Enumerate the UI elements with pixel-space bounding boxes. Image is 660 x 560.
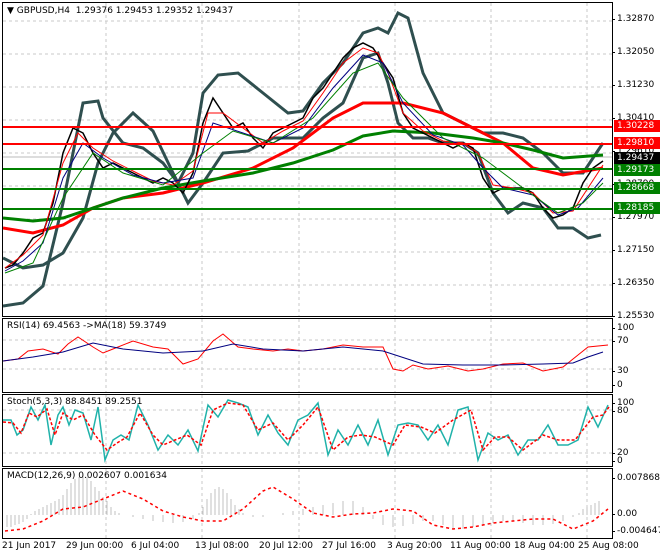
- rsi-tick: 70: [611, 336, 629, 346]
- stoch-tick: 20: [611, 448, 629, 458]
- price-tick: 1.26350: [611, 278, 655, 288]
- price-scale[interactable]: 1.32870 1.32050 1.31230 1.30410 1.29610 …: [611, 0, 660, 321]
- price-chart-canvas: [3, 3, 612, 316]
- support-label: 1.28668: [614, 182, 660, 194]
- stochastic-title: Stoch(5,3,3) 88.8451 89.2551: [7, 397, 143, 407]
- price-tick: 1.32050: [611, 47, 655, 57]
- rsi-scale: 100 70 30 0: [611, 318, 660, 393]
- time-tick: 25 Aug 08:00: [578, 541, 639, 551]
- macd-tick: 0.00: [611, 509, 638, 519]
- symbol-header: ▼ GBPUSD,H4 1.29376 1.29453 1.29352 1.29…: [7, 6, 233, 16]
- stochastic-canvas: [3, 395, 612, 466]
- price-tick: 1.30410: [611, 113, 655, 123]
- rsi-title: RSI(14) 69.4563 ->MA(18) 59.3749: [7, 321, 167, 331]
- time-tick: 20 Jul 12:00: [259, 541, 313, 551]
- symbol-name: GBPUSD,H4: [16, 6, 70, 16]
- current-price-label: 1.29437: [614, 152, 660, 164]
- close-price: 1.29437: [195, 6, 234, 16]
- macd-canvas: [4, 469, 609, 538]
- support-label: 1.29173: [614, 164, 660, 176]
- resistance-label: 1.29810: [614, 137, 660, 149]
- menu-triangle-icon[interactable]: ▼: [7, 6, 14, 16]
- open-price: 1.29376: [75, 6, 113, 16]
- macd-tick: 0.007868: [612, 473, 660, 483]
- time-tick: 11 Aug 00:00: [450, 541, 511, 551]
- rsi-tick: 30: [611, 366, 629, 376]
- price-tick: 1.29610: [611, 146, 655, 156]
- time-tick: 13 Jul 08:00: [195, 541, 249, 551]
- support-label: 1.28185: [614, 202, 660, 214]
- time-tick: 18 Aug 04:00: [514, 541, 575, 551]
- stoch-tick: 0: [612, 456, 623, 466]
- macd-panel[interactable]: MACD(12,26,9) 0.002607 0.001634: [2, 468, 613, 539]
- rsi-tick: 0: [612, 380, 623, 390]
- time-tick: 29 Jun 00:00: [66, 541, 124, 551]
- time-tick: 3 Aug 20:00: [387, 541, 442, 551]
- time-tick: 6 Jul 04:00: [131, 541, 180, 551]
- price-tick: 1.32870: [611, 14, 655, 24]
- time-tick: 21 Jun 2017: [2, 541, 57, 551]
- macd-scale: 0.007868 0.00 -0.004647: [611, 468, 660, 540]
- low-price: 1.29352: [155, 6, 194, 16]
- high-price: 1.29453: [115, 6, 154, 16]
- price-tick: 1.25530: [611, 311, 655, 321]
- stochastic-scale: 100 80 20 0: [611, 394, 660, 467]
- stoch-tick: 100: [611, 398, 635, 408]
- price-tick: 1.31230: [611, 80, 655, 90]
- stoch-tick: 80: [611, 406, 629, 416]
- rsi-panel[interactable]: RSI(14) 69.4563 ->MA(18) 59.3749: [2, 318, 613, 393]
- resistance-label: 1.30228: [614, 120, 660, 132]
- time-tick: 27 Jul 16:00: [322, 541, 376, 551]
- price-tick: 1.27150: [611, 245, 655, 255]
- price-chart-panel[interactable]: ▼ GBPUSD,H4 1.29376 1.29453 1.29352 1.29…: [2, 2, 613, 317]
- macd-title: MACD(12,26,9) 0.002607 0.001634: [7, 471, 167, 481]
- price-tick: 1.27970: [611, 212, 655, 222]
- macd-tick: -0.004647: [611, 526, 660, 536]
- stochastic-panel[interactable]: Stoch(5,3,3) 88.8451 89.2551: [2, 394, 613, 467]
- rsi-canvas: [3, 319, 612, 392]
- rsi-tick: 100: [611, 323, 635, 333]
